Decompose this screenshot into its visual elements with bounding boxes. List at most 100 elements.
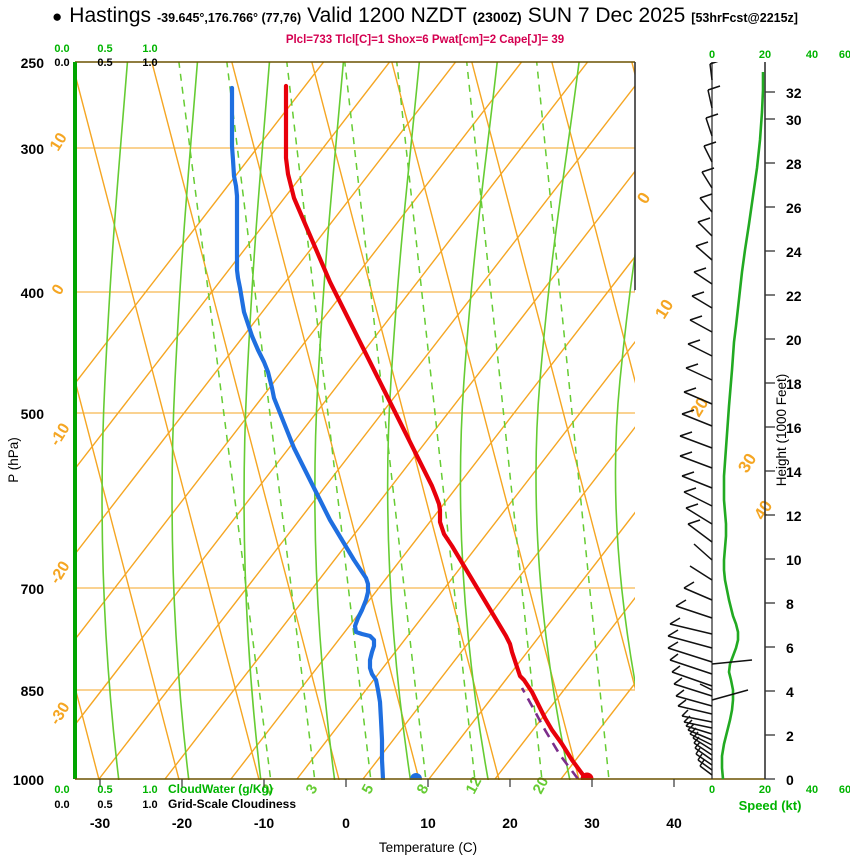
mixing-ratio-labels: 2 3 5 8 12 20 bbox=[259, 774, 553, 797]
height-ticks bbox=[765, 91, 775, 780]
wind-barb bbox=[667, 62, 753, 776]
parcel-path-trace bbox=[520, 687, 580, 780]
cloudwater-tick-label: 0.0 bbox=[54, 784, 69, 796]
temperature-tick-label: 30 bbox=[584, 815, 600, 831]
speed-tick-label: 20 bbox=[759, 784, 771, 796]
saturated-adiabat-lines bbox=[101, 62, 635, 780]
svg-text:8: 8 bbox=[414, 782, 433, 797]
cloudwater-tick-label: 1.0 bbox=[142, 784, 157, 796]
cloudwater-tick-label: 0.5 bbox=[97, 784, 112, 796]
speed-tick-label: 40 bbox=[806, 784, 818, 796]
temperature-tick-label: 20 bbox=[502, 815, 518, 831]
height-tick-label: 30 bbox=[786, 112, 802, 128]
cloudiness-tick-label: 0.5 bbox=[97, 799, 112, 811]
height-tick-label: 22 bbox=[786, 288, 802, 304]
pressure-axis: 250 300 400 500 700 850 1000 P (hPa) bbox=[6, 55, 44, 788]
height-tick-label: 14 bbox=[786, 464, 802, 480]
svg-text:40: 40 bbox=[750, 497, 776, 523]
top-scales: 0.0 0.5 1.0 0.0 0.5 1.0 bbox=[54, 43, 157, 69]
svg-text:-10: -10 bbox=[47, 420, 74, 449]
speed-tick-label: 20 bbox=[759, 49, 771, 61]
height-tick-label: 0 bbox=[786, 772, 794, 788]
cloudwater-tick-label: 0.0 bbox=[54, 43, 69, 55]
temperature-axis: -30 -20 -10 0 10 20 30 40 Temperature (C… bbox=[90, 779, 682, 855]
height-tick-label: 20 bbox=[786, 332, 802, 348]
svg-text:-20: -20 bbox=[47, 558, 74, 587]
height-tick-label: 8 bbox=[786, 596, 794, 612]
height-tick-label: 12 bbox=[786, 508, 802, 524]
svg-text:0: 0 bbox=[49, 281, 68, 298]
speed-axis-labels: 0 20 40 60 0 20 40 60 bbox=[709, 49, 850, 796]
mixing-ratio-lines bbox=[178, 62, 610, 780]
pressure-tick-label: 500 bbox=[21, 406, 45, 422]
speed-axis-title: Speed (kt) bbox=[739, 798, 802, 813]
sounding-traces bbox=[229, 83, 594, 780]
temperature-tick-label: -20 bbox=[172, 815, 192, 831]
svg-text:0: 0 bbox=[633, 189, 654, 207]
cloudiness-bottom-ticks: 0.0 0.5 1.0 bbox=[54, 799, 157, 811]
temperature-tick-label: -10 bbox=[254, 815, 274, 831]
height-tick-label: 10 bbox=[786, 552, 802, 568]
valid-time-zulu: (2300Z) bbox=[472, 9, 522, 25]
temperature-trace bbox=[283, 83, 589, 780]
temperature-tick-label: -30 bbox=[90, 815, 110, 831]
svg-text:-30: -30 bbox=[47, 699, 74, 728]
height-tick-label: 28 bbox=[786, 156, 802, 172]
wind-speed-trace bbox=[720, 72, 765, 780]
surface-temperature-dot bbox=[580, 772, 594, 780]
temperature-tick-label: 0 bbox=[342, 815, 350, 831]
cloudwater-bottom-ticks: 0.0 0.5 1.0 bbox=[54, 784, 157, 796]
pressure-tick-label: 250 bbox=[21, 55, 45, 71]
bottom-scales: 0.0 0.5 1.0 CloudWater (g/Kg) 0.0 0.5 1.… bbox=[54, 782, 296, 811]
temperature-tick-label: 10 bbox=[420, 815, 436, 831]
cloudiness-top-ticks: 0.0 0.5 1.0 bbox=[54, 57, 157, 69]
height-tick-label: 16 bbox=[786, 420, 802, 436]
svg-text:10: 10 bbox=[651, 296, 677, 322]
station-name: Hastings bbox=[69, 4, 151, 27]
valid-date: SUN 7 Dec 2025 bbox=[527, 4, 686, 27]
svg-text:3: 3 bbox=[303, 782, 322, 797]
dry-adiabat-labels-left: 10 0 -10 -20 -30 bbox=[47, 130, 74, 728]
cloudiness-tick-label: 1.0 bbox=[142, 57, 157, 69]
station-coordinates: -39.645°,176.766° (77,76) bbox=[157, 11, 302, 25]
pressure-tick-label: 850 bbox=[21, 683, 45, 699]
speed-tick-label: 60 bbox=[839, 49, 850, 61]
isotherm-labels-right: 0 10 20 30 40 bbox=[633, 189, 776, 523]
cloudiness-tick-label: 1.0 bbox=[142, 799, 157, 811]
stability-indices: Plcl=733 Tlcl[C]=1 Shox=6 Pwat[cm]=2 Cap… bbox=[285, 34, 565, 46]
speed-tick-label: 0 bbox=[709, 49, 715, 61]
plot-frame bbox=[73, 61, 765, 780]
cloudwater-tick-label: 1.0 bbox=[142, 43, 157, 55]
cloudwater-top-ticks: 0.0 0.5 1.0 bbox=[54, 43, 157, 55]
dewpoint-trace bbox=[229, 85, 386, 780]
pressure-axis-title: P (hPa) bbox=[6, 437, 21, 483]
height-tick-label: 24 bbox=[786, 244, 802, 260]
station-marker-icon: ● bbox=[52, 7, 63, 26]
height-tick-label: 32 bbox=[786, 85, 802, 101]
svg-text:12: 12 bbox=[463, 774, 486, 797]
cloudiness-tick-label: 0.0 bbox=[54, 799, 69, 811]
valid-time: Valid 1200 NZDT bbox=[307, 4, 467, 27]
isotherm-lines bbox=[75, 62, 635, 780]
svg-text:30: 30 bbox=[734, 450, 760, 476]
temperature-tick-label: 40 bbox=[666, 815, 682, 831]
cloudiness-legend-label: Grid-Scale Cloudiness bbox=[168, 797, 296, 811]
pressure-tick-label: 300 bbox=[21, 141, 45, 157]
cloudwater-legend-label: CloudWater (g/Kg) bbox=[168, 782, 273, 796]
height-tick-label: 26 bbox=[786, 200, 802, 216]
pressure-tick-label: 700 bbox=[21, 581, 45, 597]
svg-text:20: 20 bbox=[530, 774, 553, 797]
height-tick-label: 6 bbox=[786, 640, 794, 656]
wind-barbs bbox=[667, 62, 753, 776]
chart-header: ● Hastings -39.645°,176.766° (77,76) Val… bbox=[0, 4, 850, 34]
cloudwater-tick-label: 0.5 bbox=[97, 43, 112, 55]
height-tick-label: 18 bbox=[786, 376, 802, 392]
speed-tick-label: 0 bbox=[709, 784, 715, 796]
svg-text:10: 10 bbox=[47, 130, 71, 154]
forecast-stamp: [53hrFcst@2215z] bbox=[691, 11, 798, 25]
speed-tick-label: 40 bbox=[806, 49, 818, 61]
height-tick-label: 2 bbox=[786, 728, 794, 744]
cloudiness-tick-label: 0.5 bbox=[97, 57, 112, 69]
